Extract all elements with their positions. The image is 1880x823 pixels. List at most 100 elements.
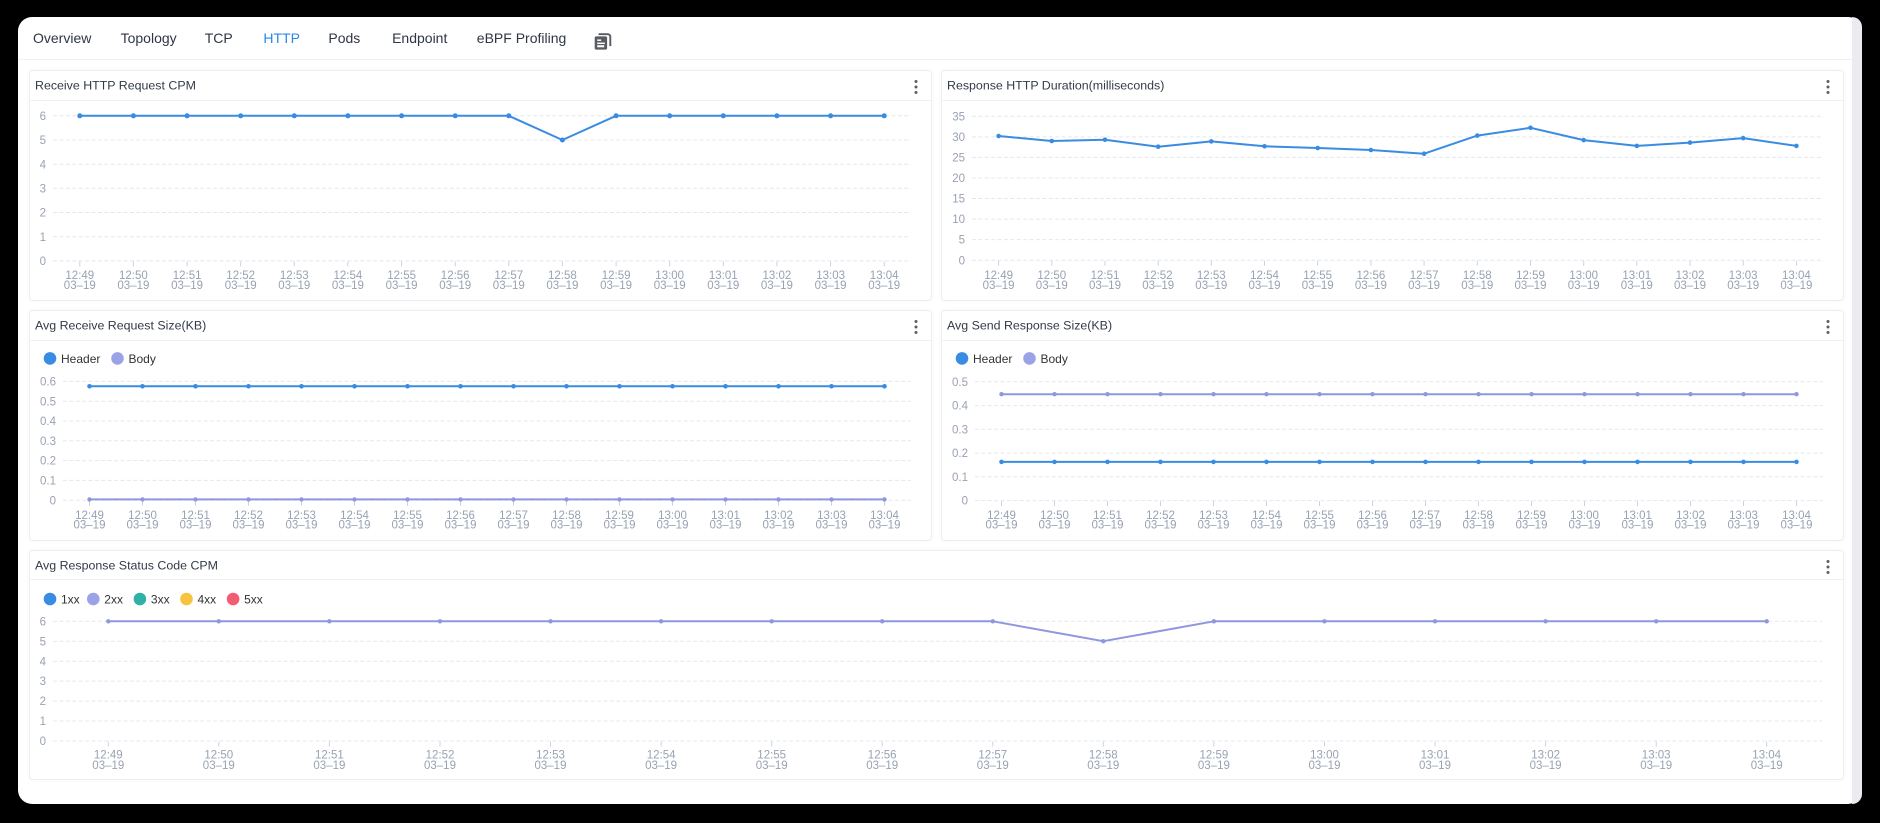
svg-text:03–19: 03–19 bbox=[763, 520, 795, 532]
svg-text:03–19: 03–19 bbox=[761, 280, 793, 292]
svg-text:03–19: 03–19 bbox=[1515, 280, 1547, 292]
svg-text:0.4: 0.4 bbox=[952, 401, 969, 413]
svg-text:0: 0 bbox=[40, 256, 46, 268]
svg-text:1: 1 bbox=[40, 232, 46, 244]
svg-text:03–19: 03–19 bbox=[392, 520, 424, 532]
svg-text:12:53: 12:53 bbox=[1197, 270, 1226, 282]
svg-text:03–19: 03–19 bbox=[74, 520, 106, 532]
svg-text:03–19: 03–19 bbox=[1516, 520, 1548, 532]
svg-text:13:04: 13:04 bbox=[1752, 750, 1781, 762]
svg-text:12:58: 12:58 bbox=[1464, 510, 1493, 522]
svg-text:12:57: 12:57 bbox=[499, 510, 528, 522]
svg-text:13:02: 13:02 bbox=[1531, 750, 1560, 762]
svg-text:12:53: 12:53 bbox=[536, 750, 565, 762]
svg-text:03–19: 03–19 bbox=[1089, 280, 1121, 292]
svg-text:12:52: 12:52 bbox=[1146, 510, 1175, 522]
svg-text:3: 3 bbox=[40, 183, 46, 195]
svg-text:03–19: 03–19 bbox=[1249, 280, 1281, 292]
svg-text:12:59: 12:59 bbox=[1200, 750, 1229, 762]
svg-text:03–19: 03–19 bbox=[171, 280, 203, 292]
svg-text:12:55: 12:55 bbox=[1303, 270, 1332, 282]
svg-text:0.3: 0.3 bbox=[952, 424, 968, 436]
svg-text:13:00: 13:00 bbox=[1569, 270, 1598, 282]
svg-text:12:49: 12:49 bbox=[94, 750, 123, 762]
svg-text:03–19: 03–19 bbox=[1780, 280, 1812, 292]
svg-text:13:04: 13:04 bbox=[870, 270, 899, 282]
svg-text:12:57: 12:57 bbox=[978, 750, 1007, 762]
svg-text:12:50: 12:50 bbox=[119, 270, 148, 282]
svg-text:03–19: 03–19 bbox=[1355, 280, 1387, 292]
svg-text:12:57: 12:57 bbox=[494, 270, 523, 282]
svg-text:03–19: 03–19 bbox=[1751, 760, 1783, 772]
svg-text:13:02: 13:02 bbox=[763, 270, 792, 282]
svg-text:03–19: 03–19 bbox=[551, 520, 583, 532]
svg-text:12:55: 12:55 bbox=[387, 270, 416, 282]
svg-text:03–19: 03–19 bbox=[1675, 520, 1707, 532]
svg-text:12:56: 12:56 bbox=[868, 750, 897, 762]
svg-text:03–19: 03–19 bbox=[1461, 280, 1493, 292]
svg-text:12:59: 12:59 bbox=[1516, 270, 1545, 282]
svg-text:03–19: 03–19 bbox=[816, 520, 848, 532]
svg-text:6: 6 bbox=[40, 111, 46, 123]
svg-text:03–19: 03–19 bbox=[707, 280, 739, 292]
svg-text:03–19: 03–19 bbox=[1568, 280, 1600, 292]
svg-text:12:50: 12:50 bbox=[1040, 510, 1069, 522]
svg-text:03–19: 03–19 bbox=[1419, 760, 1451, 772]
svg-text:12:58: 12:58 bbox=[548, 270, 577, 282]
svg-text:6: 6 bbox=[40, 616, 46, 628]
svg-text:12:57: 12:57 bbox=[1410, 270, 1439, 282]
svg-text:20: 20 bbox=[952, 173, 965, 185]
svg-text:12:52: 12:52 bbox=[234, 510, 263, 522]
svg-text:03–19: 03–19 bbox=[657, 520, 689, 532]
svg-text:2xx: 2xx bbox=[104, 592, 123, 606]
svg-text:0: 0 bbox=[959, 255, 965, 267]
svg-text:10: 10 bbox=[952, 214, 965, 226]
svg-text:12:51: 12:51 bbox=[1091, 270, 1120, 282]
svg-text:12:59: 12:59 bbox=[602, 270, 631, 282]
svg-text:03–19: 03–19 bbox=[64, 280, 96, 292]
svg-text:03–19: 03–19 bbox=[1142, 280, 1174, 292]
svg-text:13:02: 13:02 bbox=[1676, 510, 1705, 522]
svg-text:03–19: 03–19 bbox=[1622, 520, 1654, 532]
svg-text:13:04: 13:04 bbox=[1782, 510, 1811, 522]
svg-text:12:49: 12:49 bbox=[984, 270, 1013, 282]
svg-text:03–19: 03–19 bbox=[1302, 280, 1334, 292]
svg-text:5: 5 bbox=[40, 636, 46, 648]
svg-text:Avg Receive Request Size(KB): Avg Receive Request Size(KB) bbox=[35, 318, 206, 332]
svg-text:03–19: 03–19 bbox=[1728, 520, 1760, 532]
svg-text:03–19: 03–19 bbox=[127, 520, 159, 532]
svg-text:12:59: 12:59 bbox=[605, 510, 634, 522]
svg-text:13:01: 13:01 bbox=[1623, 510, 1652, 522]
svg-text:30: 30 bbox=[952, 132, 965, 144]
svg-text:13:03: 13:03 bbox=[817, 510, 846, 522]
svg-text:03–19: 03–19 bbox=[332, 280, 364, 292]
svg-text:03–19: 03–19 bbox=[645, 760, 677, 772]
svg-text:0: 0 bbox=[962, 496, 968, 508]
svg-text:4: 4 bbox=[40, 159, 47, 171]
svg-text:1: 1 bbox=[40, 716, 46, 728]
svg-text:03–19: 03–19 bbox=[1408, 280, 1440, 292]
svg-text:13:00: 13:00 bbox=[658, 510, 687, 522]
svg-text:03–19: 03–19 bbox=[866, 760, 898, 772]
svg-text:03–19: 03–19 bbox=[986, 520, 1018, 532]
svg-text:03–19: 03–19 bbox=[710, 520, 742, 532]
svg-text:12:49: 12:49 bbox=[75, 510, 104, 522]
svg-text:12:59: 12:59 bbox=[1517, 510, 1546, 522]
svg-text:0.1: 0.1 bbox=[952, 472, 968, 484]
svg-text:12:56: 12:56 bbox=[446, 510, 475, 522]
svg-text:03–19: 03–19 bbox=[1145, 520, 1177, 532]
svg-text:12:51: 12:51 bbox=[181, 510, 210, 522]
svg-text:03–19: 03–19 bbox=[1621, 280, 1653, 292]
svg-text:13:01: 13:01 bbox=[1421, 750, 1450, 762]
svg-text:0.5: 0.5 bbox=[40, 396, 56, 408]
svg-text:0: 0 bbox=[50, 495, 56, 507]
svg-text:03–19: 03–19 bbox=[1569, 520, 1601, 532]
svg-text:12:54: 12:54 bbox=[1252, 510, 1281, 522]
svg-text:12:54: 12:54 bbox=[1250, 270, 1279, 282]
svg-text:03–19: 03–19 bbox=[1410, 520, 1442, 532]
svg-text:12:49: 12:49 bbox=[65, 270, 94, 282]
svg-text:12:58: 12:58 bbox=[552, 510, 581, 522]
svg-text:03–19: 03–19 bbox=[546, 280, 578, 292]
svg-text:12:57: 12:57 bbox=[1411, 510, 1440, 522]
svg-text:03–19: 03–19 bbox=[313, 760, 345, 772]
